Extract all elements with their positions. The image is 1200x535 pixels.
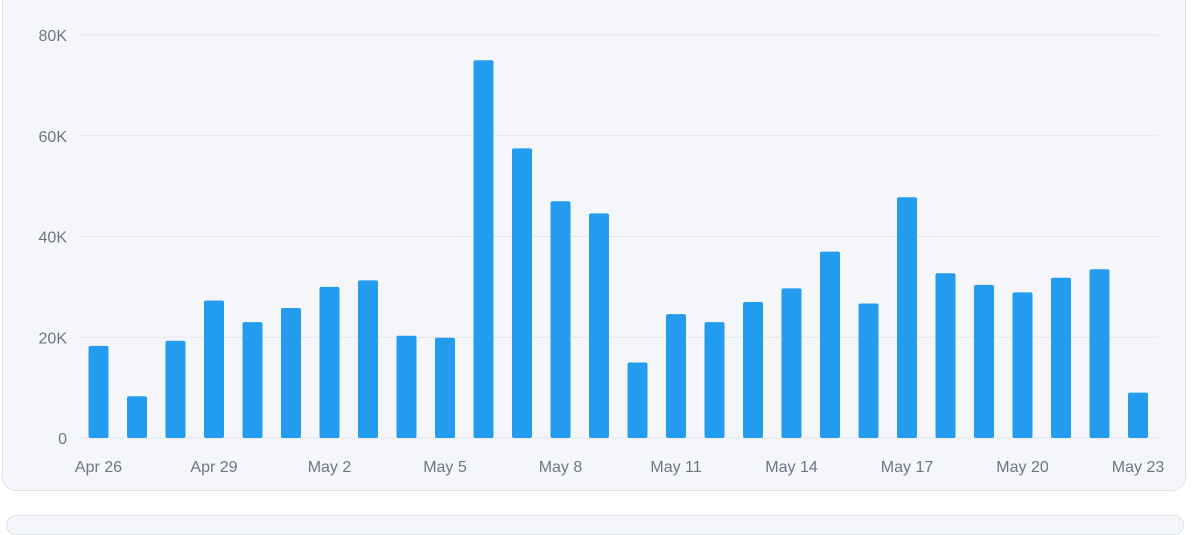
bar-may-1[interactable]: [281, 308, 301, 438]
bar-may-6[interactable]: [473, 60, 494, 438]
bar-apr-28[interactable]: [165, 340, 186, 438]
bar-may-9[interactable]: [589, 213, 609, 438]
bar-may-21[interactable]: [1051, 277, 1071, 438]
bar-may-19[interactable]: [974, 284, 994, 438]
y-tick-label: 40K: [39, 230, 68, 247]
x-tick-label: May 17: [881, 459, 934, 476]
bar-may-2[interactable]: [319, 286, 340, 438]
bar-may-17[interactable]: [897, 197, 917, 438]
x-tick-label: May 8: [539, 459, 583, 476]
bar-may-20[interactable]: [1012, 292, 1033, 438]
bar-may-11[interactable]: [666, 314, 686, 438]
y-axis-tick-labels: 0 20K 40K 60K 80K: [39, 28, 68, 448]
y-tick-label: 0: [58, 431, 67, 448]
y-tick-label: 60K: [39, 129, 68, 146]
gridlines: [78, 34, 1158, 439]
bar-may-13[interactable]: [743, 301, 763, 438]
bar-may-12[interactable]: [704, 322, 725, 438]
x-tick-label: May 20: [996, 459, 1049, 476]
x-tick-label: Apr 29: [190, 459, 237, 476]
bar-may-18[interactable]: [935, 273, 956, 438]
bar-may-16[interactable]: [858, 303, 879, 438]
y-tick-label: 80K: [39, 28, 68, 45]
x-tick-label: May 11: [650, 459, 701, 476]
bar-may-3[interactable]: [358, 280, 378, 438]
bar-chart: 0 20K 40K 60K 80K Apr 26 Apr 29 May 2 May 5 May …: [39, 28, 1165, 476]
bar-may-8[interactable]: [550, 201, 571, 438]
bar-may-4[interactable]: [396, 335, 417, 438]
x-tick-label: Apr 26: [75, 459, 122, 476]
bar-apr-26[interactable]: [88, 345, 109, 438]
x-tick-label: May 23: [1112, 459, 1165, 476]
y-tick-label: 20K: [39, 330, 68, 347]
bar-may-22[interactable]: [1089, 269, 1110, 438]
bar-may-5[interactable]: [435, 337, 455, 438]
bar-may-14[interactable]: [781, 288, 802, 438]
x-tick-label: May 14: [765, 459, 818, 476]
bar-apr-30[interactable]: [242, 322, 263, 438]
bar-may-15[interactable]: [820, 251, 840, 438]
bar-may-7[interactable]: [512, 148, 532, 438]
x-tick-label: May 2: [308, 459, 352, 476]
bar-apr-29[interactable]: [204, 300, 224, 438]
bar-may-10[interactable]: [627, 362, 648, 438]
x-axis-tick-labels: Apr 26 Apr 29 May 2 May 5 May 8 May 11 May 14 M…: [75, 459, 1164, 476]
bar-may-23[interactable]: [1128, 392, 1148, 438]
bars: [88, 60, 1148, 438]
x-tick-label: May 5: [423, 459, 467, 476]
bar-apr-27[interactable]: [127, 396, 147, 438]
